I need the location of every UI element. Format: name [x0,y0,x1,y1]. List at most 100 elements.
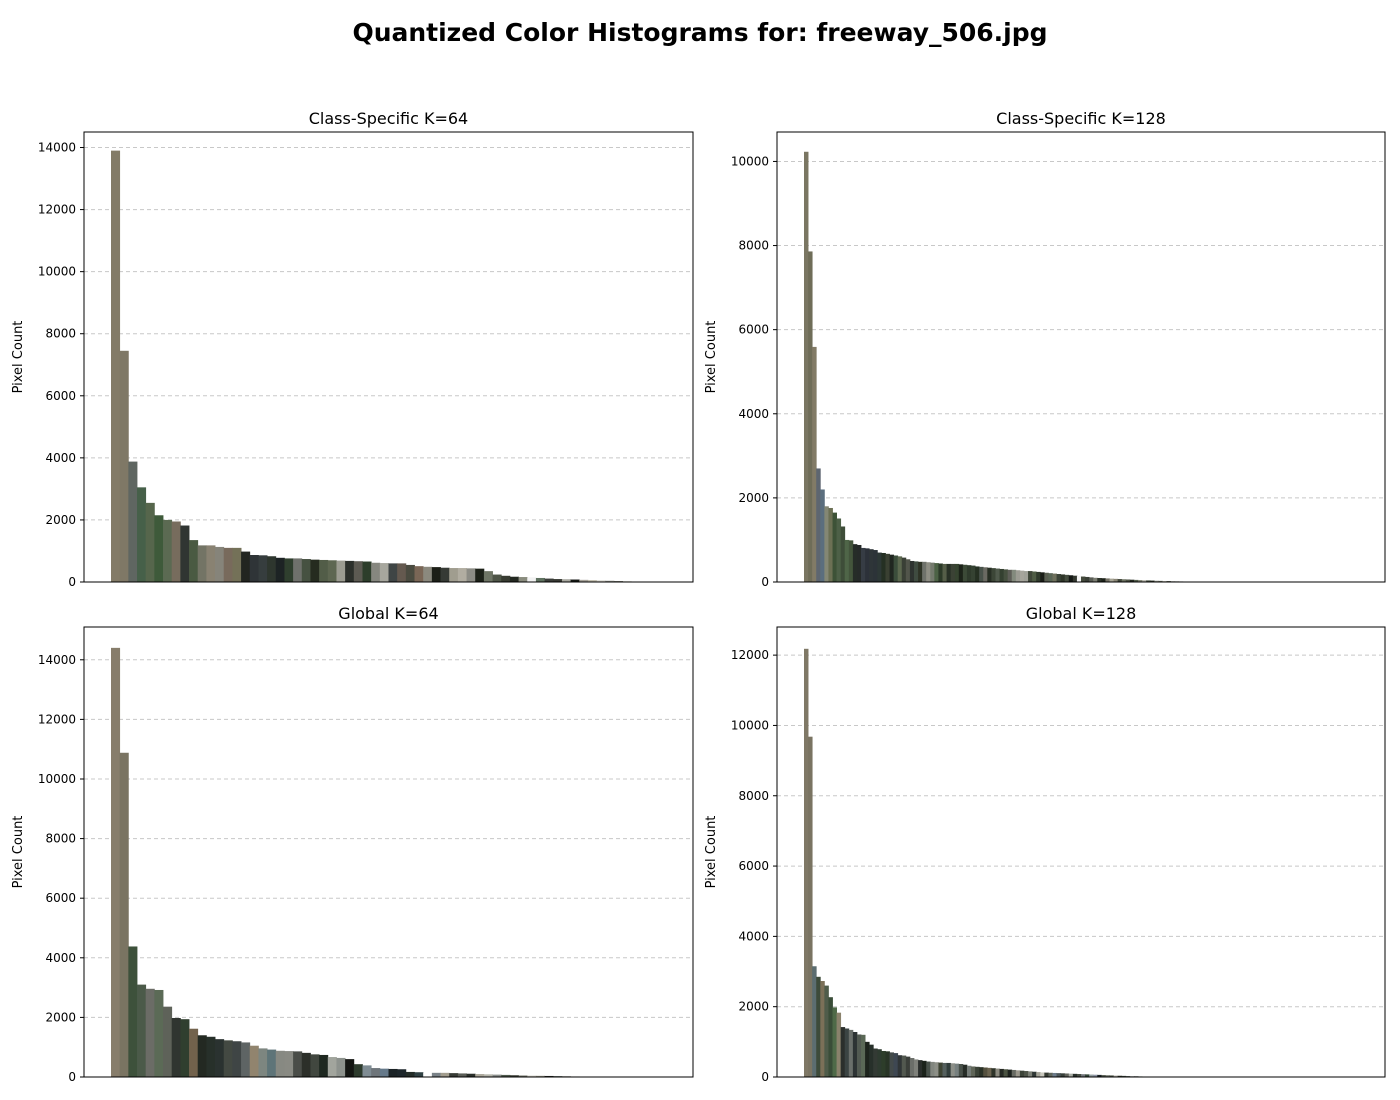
bar [930,562,935,582]
bar [527,1075,537,1077]
y-tick-label: 6000 [738,859,769,873]
bar [922,1060,927,1077]
bar [1068,575,1074,582]
bar [483,571,493,582]
bar [249,1045,259,1077]
bar [197,1035,207,1077]
bar [816,468,821,582]
bar [197,545,207,582]
bar [345,1059,355,1077]
bar [987,1067,992,1077]
bar [475,568,485,582]
bar [1121,579,1127,582]
bar [267,1049,277,1077]
bar [1032,571,1037,582]
bar [918,561,923,582]
bar [457,1073,467,1077]
bar [897,1055,903,1077]
bar [979,566,984,582]
bar [362,1065,372,1077]
bar [885,1051,890,1077]
y-tick-label: 4000 [738,929,769,943]
bar [223,1040,233,1077]
bar [958,1063,964,1077]
bar [1015,1070,1021,1077]
bar [1011,1069,1017,1077]
bar [1072,575,1078,582]
bar [431,1072,441,1077]
axes-frame [83,626,694,1078]
bar [885,553,890,582]
bar [971,565,976,582]
bar [865,1041,870,1077]
bar [1101,578,1106,582]
bar [119,752,129,1077]
bar [310,559,320,582]
bar [145,502,155,582]
bar [1007,569,1013,582]
bar [934,563,939,582]
bar [881,1050,886,1077]
bar [501,1074,511,1077]
bar [379,1068,389,1077]
bar [832,1007,837,1077]
subplot-grid: 0 2000 4000 6000 8000 10000 12000 14000 Class-Sp… [11,109,1386,1084]
chart-title: Class-Specific K=128 [996,109,1166,128]
bar [1125,579,1131,582]
bar [901,1055,907,1077]
bar [1109,578,1114,582]
bar [1068,1073,1074,1077]
bar [861,547,866,582]
bar [1048,573,1053,582]
bar [1019,1070,1025,1077]
bar [388,1068,398,1077]
bar [893,555,899,582]
bar [897,556,903,582]
bar [881,552,886,582]
chart-title: Global K=64 [338,604,438,623]
bar [145,988,155,1077]
bar [1044,1072,1049,1077]
axes-frame [776,131,1386,583]
bar [1138,580,1143,582]
bar [206,1036,216,1077]
bar [1146,580,1151,582]
bar [1129,579,1135,582]
y-axis-label: Pixel Count [704,321,719,394]
bar [909,1058,915,1077]
bar [869,1044,874,1077]
bar [189,540,199,582]
bar [901,557,907,582]
bar [1028,1071,1033,1077]
bar [922,561,927,582]
bar [893,1053,899,1077]
bar [1076,1074,1082,1077]
y-tick-label: 12000 [38,712,76,726]
bar [999,568,1005,582]
bar [405,564,415,582]
bar [1089,1074,1094,1077]
bar [449,568,459,582]
bar [966,565,972,582]
bar [1093,577,1098,582]
bar [310,1054,320,1077]
bar [440,1072,450,1077]
chart-class-specific-k-128: 0 2000 4000 6000 8000 10000 Class-Specific K=1… [704,109,1386,589]
bar [820,981,825,1077]
bar [950,563,956,582]
bar [492,1074,502,1077]
bar [991,568,996,582]
bar [1154,580,1159,582]
bar [1097,578,1102,582]
bar [1093,1074,1098,1077]
bar [553,579,563,582]
bar [958,564,964,582]
bar [284,558,294,582]
bar [877,1049,882,1077]
y-tick-label: 10000 [38,772,76,786]
bar [509,1075,519,1077]
bar [1121,1075,1127,1077]
y-tick-label: 14000 [38,141,76,155]
bar [832,512,837,582]
bar [808,251,813,582]
